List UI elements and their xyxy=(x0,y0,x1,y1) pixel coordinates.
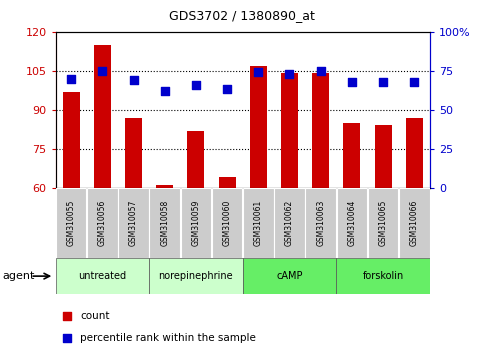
Point xyxy=(67,76,75,81)
Text: GSM310063: GSM310063 xyxy=(316,200,325,246)
Bar xyxy=(243,188,273,258)
Bar xyxy=(56,258,149,294)
Text: GSM310061: GSM310061 xyxy=(254,200,263,246)
Point xyxy=(223,87,231,92)
Text: GSM310058: GSM310058 xyxy=(160,200,169,246)
Bar xyxy=(274,188,305,258)
Text: GSM310055: GSM310055 xyxy=(67,200,76,246)
Point xyxy=(348,79,356,85)
Text: GSM310056: GSM310056 xyxy=(98,200,107,246)
Text: agent: agent xyxy=(2,271,35,281)
Bar xyxy=(63,92,80,188)
Text: GDS3702 / 1380890_at: GDS3702 / 1380890_at xyxy=(169,9,314,22)
Text: GSM310059: GSM310059 xyxy=(191,200,200,246)
Point xyxy=(285,71,293,77)
Bar xyxy=(149,188,180,258)
Bar xyxy=(312,73,329,188)
Text: count: count xyxy=(80,311,109,321)
Text: untreated: untreated xyxy=(78,271,127,281)
Bar xyxy=(181,188,211,258)
Text: forskolin: forskolin xyxy=(362,271,404,281)
Text: GSM310057: GSM310057 xyxy=(129,200,138,246)
Bar xyxy=(87,188,118,258)
Text: GSM310062: GSM310062 xyxy=(285,200,294,246)
Bar xyxy=(187,131,204,188)
Bar xyxy=(250,65,267,188)
Point xyxy=(411,79,418,85)
Bar xyxy=(337,188,367,258)
Point xyxy=(255,69,262,75)
Bar xyxy=(399,188,429,258)
Text: norepinephrine: norepinephrine xyxy=(158,271,233,281)
Point xyxy=(129,77,137,83)
Bar xyxy=(218,177,236,188)
Bar xyxy=(212,188,242,258)
Bar xyxy=(149,258,242,294)
Text: GSM310066: GSM310066 xyxy=(410,200,419,246)
Bar xyxy=(94,45,111,188)
Bar xyxy=(406,118,423,188)
Bar xyxy=(305,188,336,258)
Point xyxy=(192,82,200,88)
Point xyxy=(99,68,106,74)
Bar xyxy=(281,73,298,188)
Point xyxy=(379,79,387,85)
Bar xyxy=(156,185,173,188)
Point xyxy=(63,335,71,341)
Bar xyxy=(118,188,149,258)
Bar xyxy=(336,258,430,294)
Text: GSM310065: GSM310065 xyxy=(379,200,387,246)
Text: GSM310064: GSM310064 xyxy=(347,200,356,246)
Point xyxy=(317,68,325,74)
Bar xyxy=(368,188,398,258)
Point xyxy=(63,314,71,319)
Bar xyxy=(343,123,360,188)
Point xyxy=(161,88,169,94)
Bar xyxy=(56,188,86,258)
Text: GSM310060: GSM310060 xyxy=(223,200,232,246)
Bar xyxy=(125,118,142,188)
Text: cAMP: cAMP xyxy=(276,271,303,281)
Bar xyxy=(242,258,336,294)
Bar xyxy=(374,125,392,188)
Text: percentile rank within the sample: percentile rank within the sample xyxy=(80,332,256,343)
